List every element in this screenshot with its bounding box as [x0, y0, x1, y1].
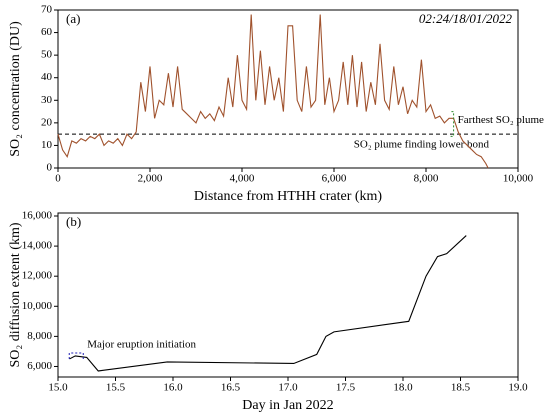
x-tick-label: 15.0 [48, 382, 68, 394]
x-tick-label: 8,000 [414, 173, 439, 185]
x-tick-label: 17.0 [278, 382, 298, 394]
x-tick-label: 10,000 [503, 173, 534, 185]
y-tick-label: 6,000 [27, 360, 52, 372]
plot-frame [57, 9, 519, 169]
threshold-label: SO₂ plume finding lower bond [354, 139, 490, 151]
y-tick-label: 20 [41, 116, 53, 128]
x-tick-label: 16.0 [163, 382, 183, 394]
y-tick-label: 14,000 [22, 240, 53, 252]
annotation-bracket [450, 111, 455, 137]
data-line [69, 235, 467, 372]
y-tick-label: 10,000 [22, 300, 53, 312]
x-tick-label: 18.0 [393, 382, 413, 394]
x-tick-label: 15.5 [106, 382, 126, 394]
y-axis-label: SO₂ concentration (DU) [8, 21, 23, 157]
y-tick-label: 40 [41, 71, 53, 83]
x-tick-label: 16.5 [221, 382, 241, 394]
x-tick-label: 17.5 [336, 382, 356, 394]
panel-label: (a) [66, 11, 80, 26]
annotation-bracket [68, 352, 84, 359]
x-axis-label: Day in Jan 2022 [242, 398, 333, 413]
x-axis-label: Distance from HTHH crater (km) [194, 189, 382, 204]
annotation-text: Major eruption initiation [87, 339, 196, 351]
x-tick-label: 18.5 [451, 382, 471, 394]
y-tick-label: 10 [41, 139, 53, 151]
y-tick-label: 16,000 [22, 210, 53, 222]
data-line [57, 14, 489, 169]
y-tick-label: 60 [41, 26, 53, 38]
x-tick-label: 6,000 [322, 173, 347, 185]
annotation-text: Farthest SO₂ plume [458, 114, 544, 126]
x-tick-label: 4,000 [230, 173, 255, 185]
x-tick-label: 2,000 [138, 173, 163, 185]
y-tick-label: 0 [47, 162, 53, 174]
timestamp: 02:24/18/01/2022 [419, 11, 513, 26]
y-tick-label: 30 [41, 94, 53, 106]
y-tick-label: 70 [41, 4, 53, 16]
y-axis-label: SO₂ diffusion extent (km) [8, 222, 23, 367]
y-tick-label: 50 [41, 49, 53, 61]
y-tick-label: 12,000 [22, 270, 53, 282]
y-tick-label: 8,000 [27, 330, 52, 342]
panel-label: (b) [66, 214, 81, 229]
plot-frame [57, 212, 519, 378]
x-tick-label: 19.0 [508, 382, 528, 394]
x-tick-label: 0 [55, 173, 61, 185]
